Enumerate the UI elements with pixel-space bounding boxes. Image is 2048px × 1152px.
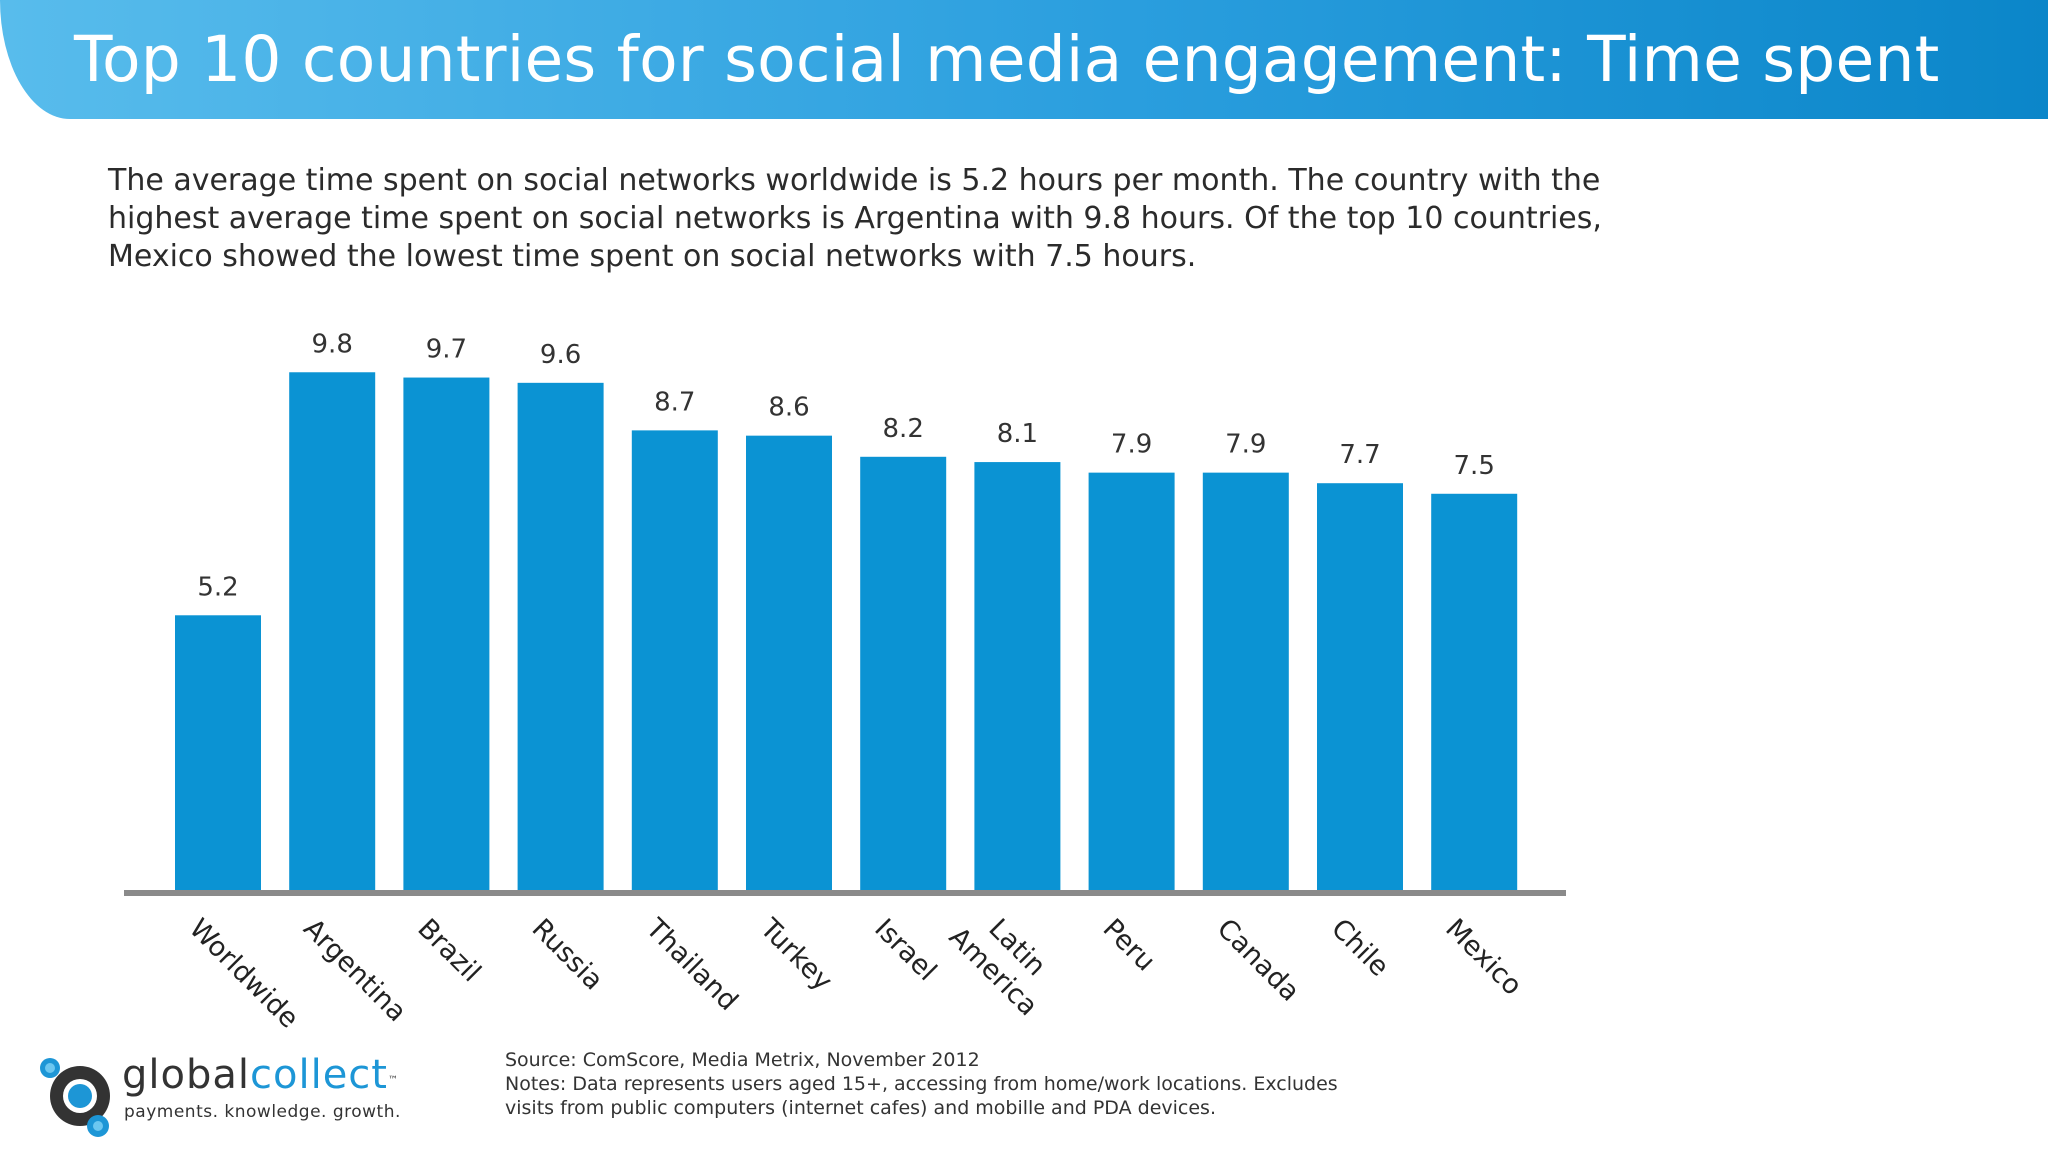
summary-line: The average time spent on social network… xyxy=(108,163,1601,198)
category-label-line: Canada xyxy=(1211,913,1306,1008)
category-label-line: Argentina xyxy=(297,913,412,1028)
data-label: 9.7 xyxy=(426,335,467,365)
bar xyxy=(974,462,1061,890)
category-label-line: Mexico xyxy=(1439,913,1528,1002)
category-label: Canada xyxy=(1211,913,1306,1008)
data-label: 7.5 xyxy=(1454,451,1495,481)
globalcollect-logo: globalcollect™ payments. knowledge. grow… xyxy=(36,1050,436,1140)
page-title: Top 10 countries for social media engage… xyxy=(74,23,1940,96)
data-label: 8.1 xyxy=(997,419,1038,449)
bar xyxy=(517,382,604,890)
data-label: 5.2 xyxy=(197,572,238,602)
category-label-line: Thailand xyxy=(639,912,744,1017)
bar xyxy=(746,435,832,890)
bar xyxy=(1431,493,1518,890)
category-label: Worldwide xyxy=(183,913,304,1034)
data-label: 8.7 xyxy=(654,387,695,417)
category-label-line: Chile xyxy=(1325,913,1395,983)
data-label: 9.6 xyxy=(540,340,581,370)
logo-tagline: payments. knowledge. growth. xyxy=(124,1102,401,1122)
data-label: 8.6 xyxy=(768,393,809,423)
logo-mark-icon xyxy=(40,1058,110,1137)
logo-wordmark: globalcollect™ xyxy=(122,1050,399,1100)
notes-line: Notes: Data represents users aged 15+, a… xyxy=(505,1073,1338,1095)
bar xyxy=(631,430,718,890)
bar xyxy=(860,456,947,890)
category-label: Brazil xyxy=(411,913,486,988)
notes-line: visits from public computers (internet c… xyxy=(505,1097,1216,1119)
category-label: Mexico xyxy=(1439,913,1528,1002)
source-notes: Source: ComScore, Media Metrix, November… xyxy=(505,1048,1405,1120)
data-label: 7.9 xyxy=(1225,430,1266,460)
category-label-line: Worldwide xyxy=(183,913,304,1034)
category-label: Peru xyxy=(1097,913,1161,977)
summary-line: highest average time spent on social net… xyxy=(108,201,1602,236)
category-label: Chile xyxy=(1325,913,1395,983)
logo-word-collect: collect xyxy=(250,1052,388,1098)
summary-text: The average time spent on social network… xyxy=(108,162,1708,276)
logo-word-global: global xyxy=(122,1052,250,1098)
source-line: Source: ComScore, Media Metrix, November… xyxy=(505,1049,980,1071)
bar xyxy=(1088,472,1175,890)
category-label-line: Russia xyxy=(526,913,609,996)
x-axis-line xyxy=(124,890,1566,896)
category-label-line: Israel xyxy=(868,913,942,987)
category-label-line: Brazil xyxy=(411,913,486,988)
data-label: 9.8 xyxy=(312,329,353,359)
category-label: Thailand xyxy=(639,912,744,1017)
data-label: 7.9 xyxy=(1111,430,1152,460)
category-label-line: Peru xyxy=(1097,913,1161,977)
category-label: Russia xyxy=(526,913,609,996)
logo-trademark: ™ xyxy=(387,1075,399,1086)
bar-chart: 5.2 Worldwide 9.8 Argentina 9.7 Brazil 9.6 Russ… xyxy=(124,329,1566,1034)
category-label: Israel xyxy=(868,913,942,987)
bar xyxy=(1317,483,1403,890)
category-label-line: Turkey xyxy=(753,912,838,997)
summary-line: Mexico showed the lowest time spent on s… xyxy=(108,239,1197,274)
data-label: 8.2 xyxy=(883,414,924,444)
title-banner: Top 10 countries for social media engage… xyxy=(0,0,2048,119)
bar xyxy=(175,615,261,890)
category-label: Argentina xyxy=(297,913,412,1028)
bar xyxy=(289,372,376,890)
category-label: Turkey xyxy=(753,912,838,997)
bar xyxy=(403,377,490,890)
data-label: 7.7 xyxy=(1339,440,1380,470)
category-label: LatinAmerica xyxy=(943,897,1068,1022)
bar xyxy=(1202,472,1289,890)
